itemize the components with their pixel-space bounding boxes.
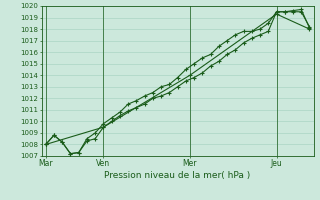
X-axis label: Pression niveau de la mer( hPa ): Pression niveau de la mer( hPa ) — [104, 171, 251, 180]
